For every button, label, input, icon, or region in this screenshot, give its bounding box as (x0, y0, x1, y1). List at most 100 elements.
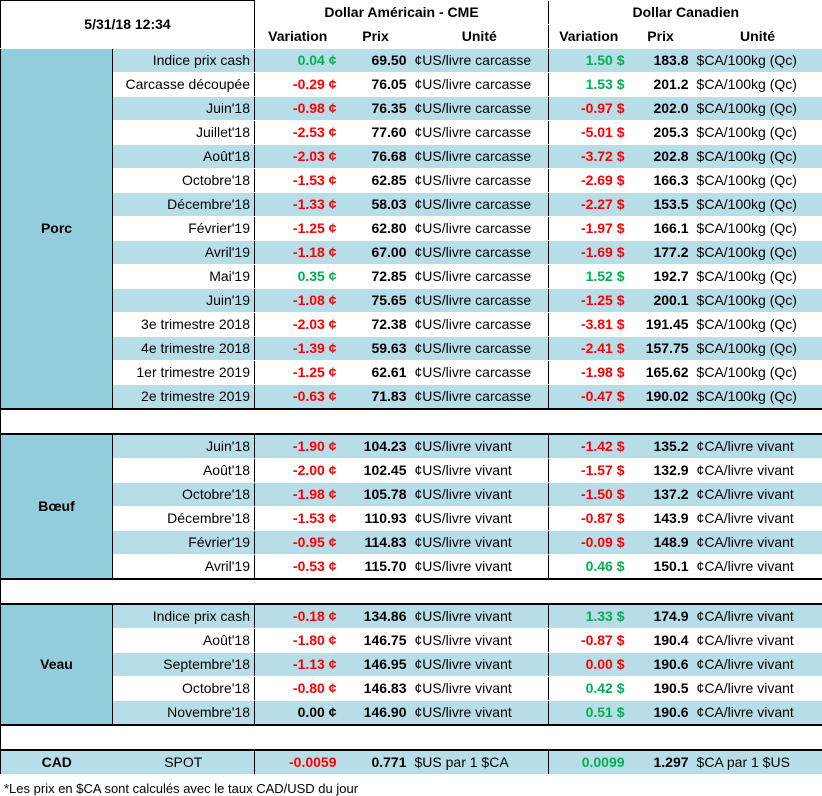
cad-variation-header: Variation (549, 24, 629, 48)
row-label: Août'18 (113, 458, 255, 482)
cad-price: 190.6 (629, 652, 693, 676)
cad-variation: -1.69 $ (549, 240, 629, 264)
cad-price: 205.3 (629, 120, 693, 144)
spacer-cell (1, 725, 822, 750)
row-label: Septembre'18 (113, 652, 255, 676)
cad-unit: ¢CA/livre vivant (693, 604, 822, 629)
table-row: Février'19-1.25 ¢62.80¢US/livre carcasse… (1, 216, 822, 240)
cad-variation: -1.42 $ (549, 434, 629, 459)
usd-unit: ¢US/livre vivant (411, 554, 549, 579)
row-label: 4e trimestre 2018 (113, 336, 255, 360)
cad-unit: $CA/100kg (Qc) (693, 192, 822, 216)
usd-unit: ¢US/livre carcasse (411, 360, 549, 384)
cad-variation: -1.25 $ (549, 288, 629, 312)
usd-variation: -1.53 ¢ (255, 168, 341, 192)
usd-prix-header: Prix (341, 24, 411, 48)
cad-unit: ¢CA/livre vivant (693, 434, 822, 459)
cad-unit: $CA/100kg (Qc) (693, 288, 822, 312)
cad-unit: ¢CA/livre vivant (693, 530, 822, 554)
table-row: Juillet'18-2.53 ¢77.60¢US/livre carcasse… (1, 120, 822, 144)
cad-price: 150.1 (629, 554, 693, 579)
usd-unit: ¢US/livre carcasse (411, 288, 549, 312)
cad-price: 190.5 (629, 676, 693, 700)
cad-variation: -2.27 $ (549, 192, 629, 216)
usd-price: 102.45 (341, 458, 411, 482)
table-row: Août'18-2.00 ¢102.45¢US/livre vivant-1.5… (1, 458, 822, 482)
usd-price: 62.61 (341, 360, 411, 384)
row-label: 3e trimestre 2018 (113, 312, 255, 336)
table-row: Décembre'18-1.33 ¢58.03¢US/livre carcass… (1, 192, 822, 216)
usd-variation: 0.00 ¢ (255, 700, 341, 725)
row-label: Carcasse découpée (113, 72, 255, 96)
usd-group-header: Dollar Américain - CME (255, 1, 549, 25)
usd-price: 72.38 (341, 312, 411, 336)
cad-variation: 1.33 $ (549, 604, 629, 629)
cad-price: 166.3 (629, 168, 693, 192)
timestamp: 5/31/18 12:34 (1, 1, 255, 49)
cad-unit: ¢CA/livre vivant (693, 700, 822, 725)
usd-unit: ¢US/livre carcasse (411, 72, 549, 96)
usd-variation: -2.00 ¢ (255, 458, 341, 482)
usd-unit: ¢US/livre vivant (411, 530, 549, 554)
row-label: Juin'19 (113, 288, 255, 312)
row-label: Octobre'18 (113, 168, 255, 192)
cad-variation: -5.01 $ (549, 120, 629, 144)
spacer-row (1, 579, 822, 604)
usd-unit: ¢US/livre carcasse (411, 264, 549, 288)
cad-price: 201.2 (629, 72, 693, 96)
cad-unit: $CA/100kg (Qc) (693, 384, 822, 409)
row-label: Indice prix cash (113, 604, 255, 629)
cad-price: 132.9 (629, 458, 693, 482)
usd-price: 115.70 (341, 554, 411, 579)
spacer-row (1, 409, 822, 434)
usd-variation: -1.39 ¢ (255, 336, 341, 360)
row-label: Août'18 (113, 144, 255, 168)
usd-unit: ¢US/livre carcasse (411, 312, 549, 336)
boeuf-category-label: Bœuf (1, 434, 113, 579)
cad-price: 202.0 (629, 96, 693, 120)
usd-variation: -0.18 ¢ (255, 604, 341, 629)
table-body: 5/31/18 12:34 Dollar Américain - CME Dol… (1, 1, 822, 775)
cad-price: 148.9 (629, 530, 693, 554)
cad-variation: -1.98 $ (549, 360, 629, 384)
header-row-1: 5/31/18 12:34 Dollar Américain - CME Dol… (1, 1, 822, 25)
usd-price: 146.75 (341, 628, 411, 652)
cad-unit: $CA/100kg (Qc) (693, 360, 822, 384)
table-row: 2e trimestre 2019-0.63 ¢71.83¢US/livre c… (1, 384, 822, 409)
usd-unit: ¢US/livre carcasse (411, 216, 549, 240)
table-row: Août'18-2.03 ¢76.68¢US/livre carcasse-3.… (1, 144, 822, 168)
cad-unit: ¢CA/livre vivant (693, 652, 822, 676)
usd-variation: -0.80 ¢ (255, 676, 341, 700)
usd-price: 72.85 (341, 264, 411, 288)
usd-variation: -0.53 ¢ (255, 554, 341, 579)
row-label: Avril'19 (113, 554, 255, 579)
table-row: Octobre'18-1.53 ¢62.85¢US/livre carcasse… (1, 168, 822, 192)
spacer-cell (1, 409, 822, 434)
usd-price: 76.05 (341, 72, 411, 96)
cad-variation: -0.87 $ (549, 506, 629, 530)
usd-price: 110.93 (341, 506, 411, 530)
usd-variation: -1.53 ¢ (255, 506, 341, 530)
cad-unit: $CA/100kg (Qc) (693, 48, 822, 72)
cad-variation: 1.52 $ (549, 264, 629, 288)
cad-price: 174.9 (629, 604, 693, 629)
usd-unit: ¢US/livre vivant (411, 506, 549, 530)
usd-unit: ¢US/livre carcasse (411, 240, 549, 264)
price-table: 5/31/18 12:34 Dollar Américain - CME Dol… (0, 0, 822, 775)
cad-variation: -1.97 $ (549, 216, 629, 240)
usd-variation: -1.08 ¢ (255, 288, 341, 312)
usd-unit: ¢US/livre carcasse (411, 336, 549, 360)
cad-price: 157.75 (629, 336, 693, 360)
usd-unit: ¢US/livre vivant (411, 434, 549, 459)
row-label: 1er trimestre 2019 (113, 360, 255, 384)
table-row: Avril'19-1.18 ¢67.00¢US/livre carcasse-1… (1, 240, 822, 264)
cad-variation: 0.46 $ (549, 554, 629, 579)
spacer-row (1, 725, 822, 750)
usd-price: 67.00 (341, 240, 411, 264)
usd-price: 105.78 (341, 482, 411, 506)
